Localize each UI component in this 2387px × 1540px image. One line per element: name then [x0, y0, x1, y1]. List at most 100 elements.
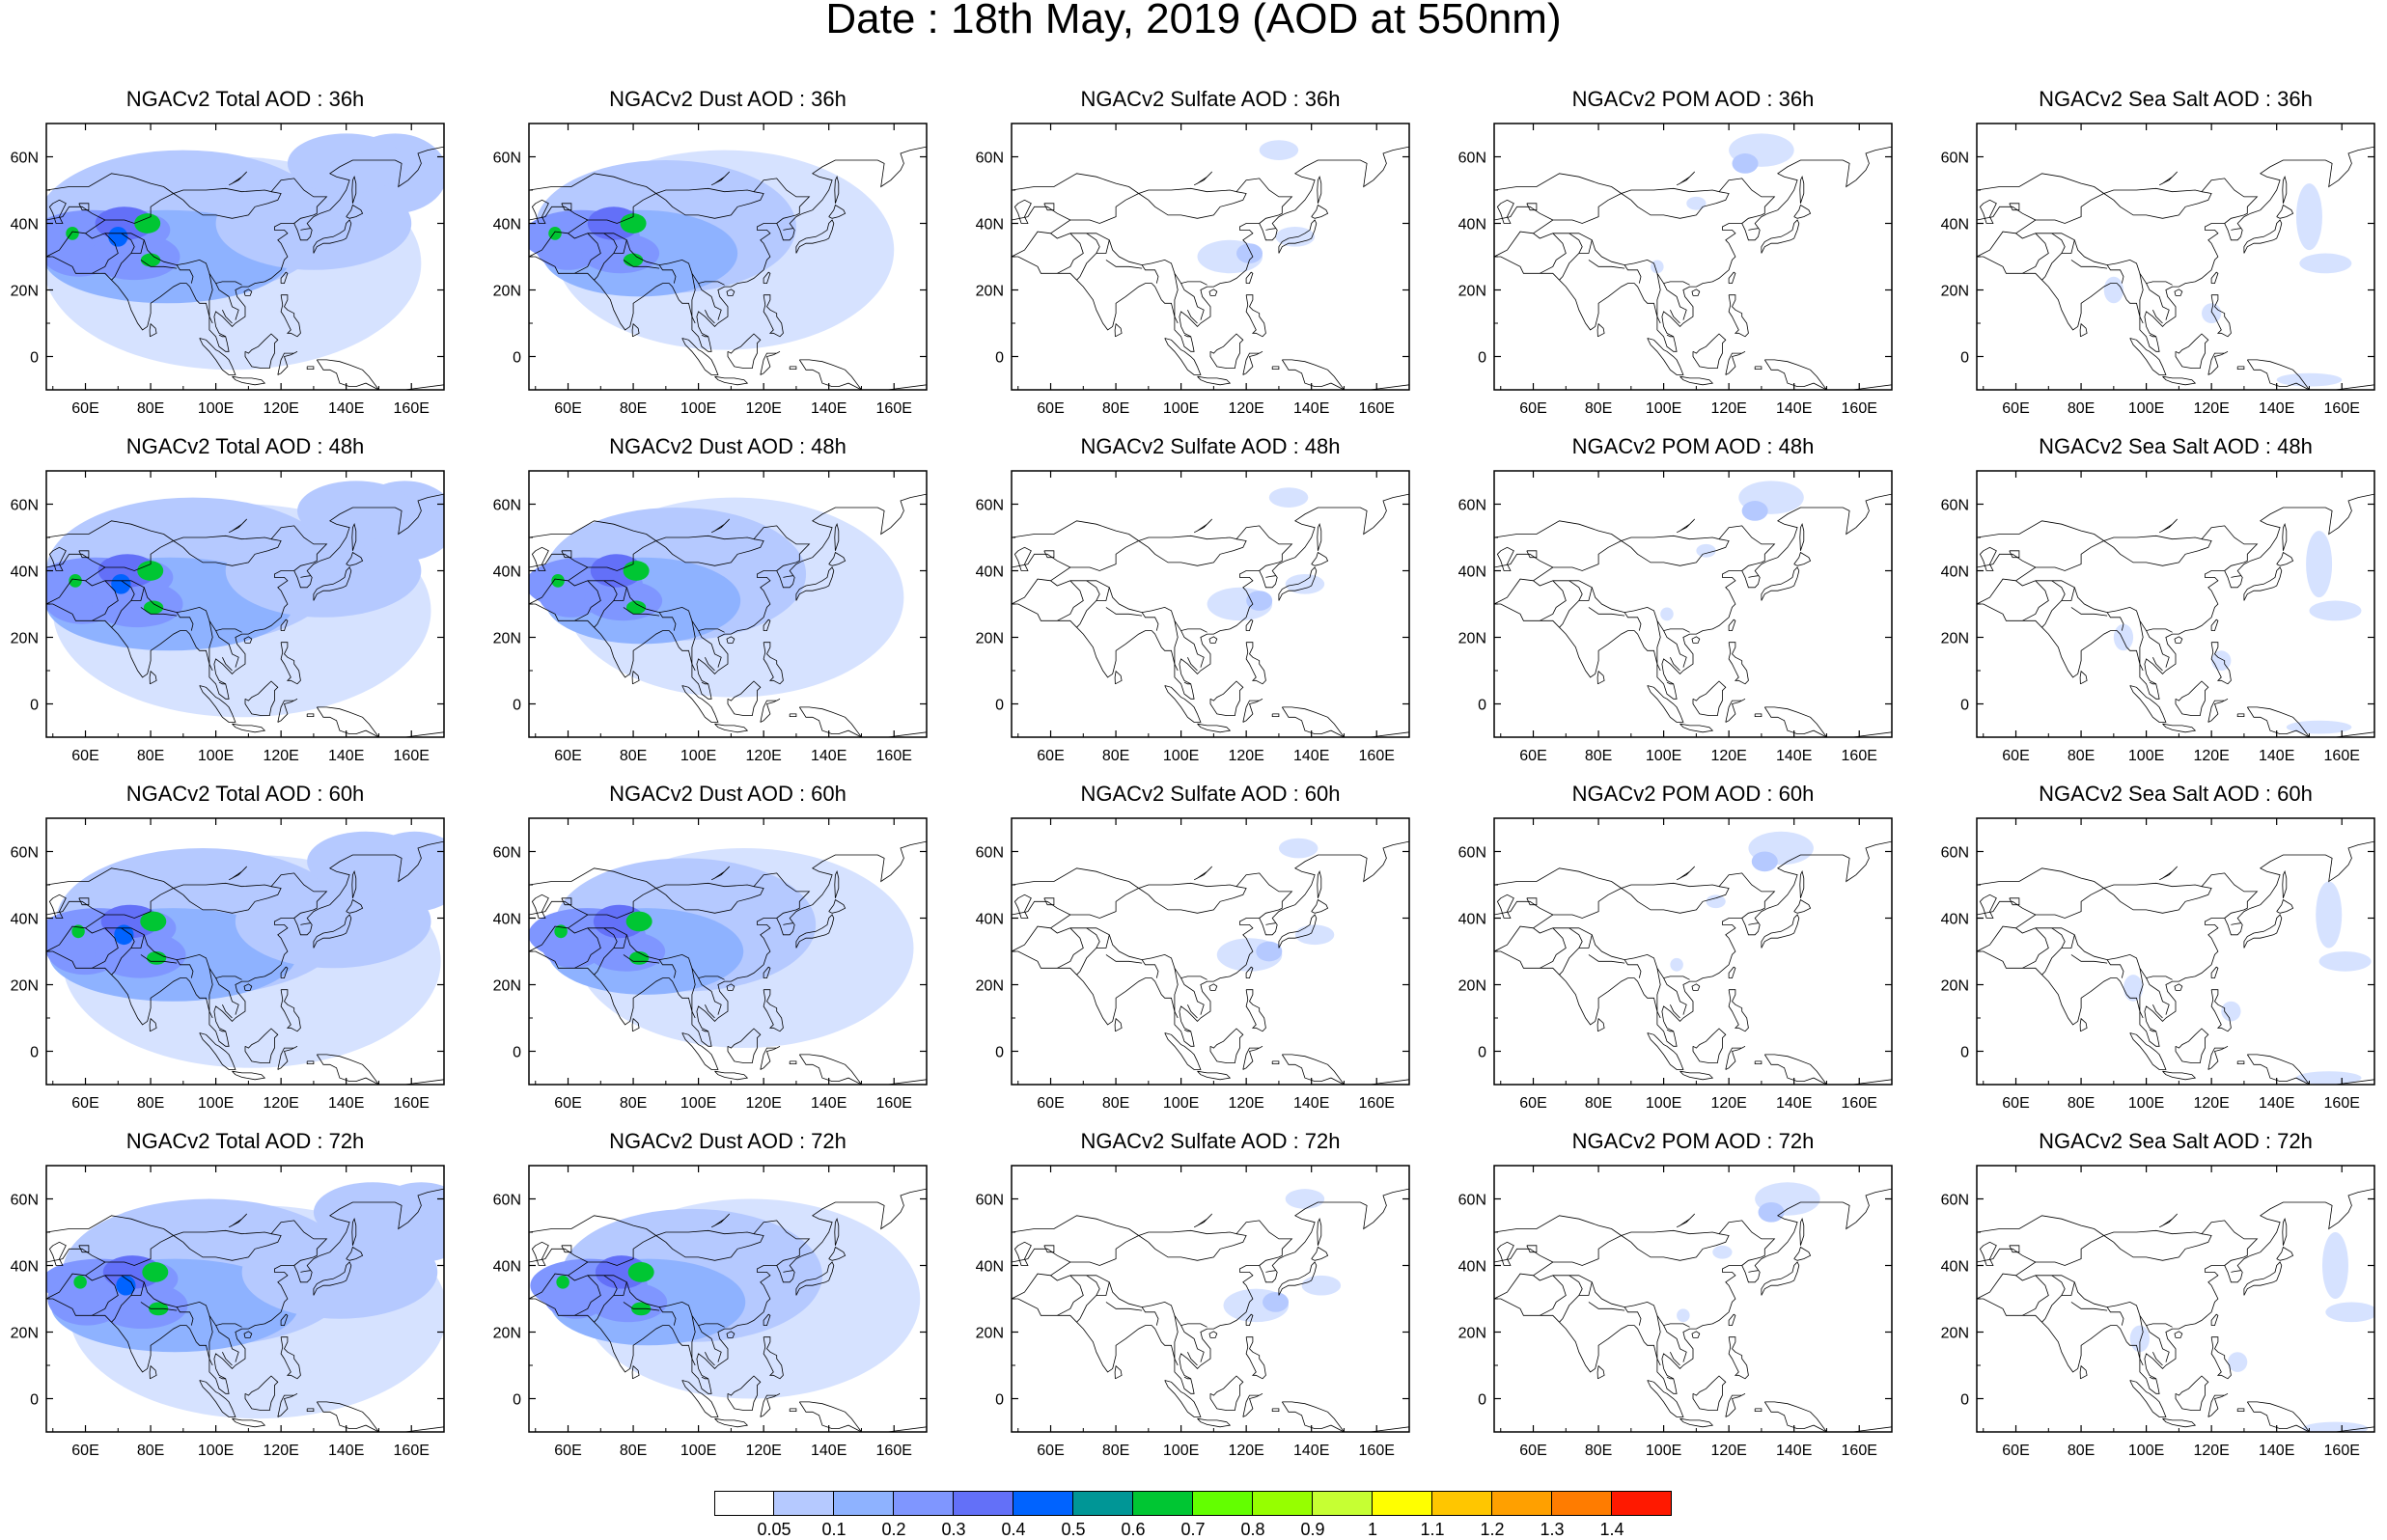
coastline [1763, 1401, 1827, 1432]
coastline [1728, 619, 1736, 632]
aod-map: 60E 80E 100E 120E 140E 160E 60N 40N 20N 0 [11, 470, 445, 764]
coastline [92, 233, 119, 274]
coastline [2129, 685, 2167, 723]
coastline [1096, 239, 1110, 254]
coastline [1977, 925, 2173, 980]
lon-tick-label: 140E [328, 1095, 364, 1112]
coastline [1588, 1302, 1625, 1311]
coastline [658, 612, 677, 631]
coastline [776, 1256, 796, 1266]
lat-tick-label: 60N [976, 151, 1004, 167]
aod-shading [2276, 372, 2343, 387]
lon-tick-label: 100E [2128, 1095, 2164, 1112]
coastline [714, 375, 749, 386]
coastline [2103, 191, 2212, 219]
aod-field [2129, 1232, 2374, 1432]
coastline [293, 1256, 314, 1266]
coastline [1164, 1380, 1202, 1417]
coastline [1012, 231, 1207, 286]
lon-tick-label: 100E [1646, 1443, 1681, 1459]
lon-tick-label: 100E [1163, 1095, 1199, 1112]
colorbar-box [894, 1491, 954, 1516]
aod-shading [625, 911, 652, 932]
lat-tick-label: 60N [1941, 151, 1969, 167]
coastline [726, 289, 736, 296]
coastline [130, 1281, 145, 1296]
coastline [1096, 587, 1110, 601]
coastline [2070, 607, 2108, 617]
coastline [85, 525, 328, 582]
coastline [1691, 636, 1701, 644]
coastline [46, 173, 174, 194]
coastline [2282, 176, 2288, 204]
colorbar-label: 0.1 [821, 1520, 847, 1539]
coastline [1494, 553, 1553, 568]
coastline [404, 1079, 444, 1085]
lon-tick-label: 160E [1842, 400, 1877, 417]
coastline [1578, 934, 1593, 949]
coastline [698, 283, 722, 320]
coastline [208, 968, 213, 1019]
coastline [1245, 1313, 1254, 1327]
coastline [1748, 1270, 1759, 1273]
coastline [2175, 680, 2209, 717]
coastline [1676, 866, 1695, 881]
lon-tick-label: 100E [1646, 748, 1681, 764]
lat-tick-label: 20N [11, 631, 39, 647]
coastline [199, 1380, 236, 1417]
aod-shading [2228, 1352, 2248, 1372]
coastline [2282, 870, 2288, 898]
lon-tick-label: 60E [2002, 400, 2029, 417]
coastline [1679, 1417, 1714, 1428]
coastline [763, 642, 784, 685]
coastline [1271, 366, 1280, 371]
coastline [1138, 886, 1247, 914]
coastline [280, 294, 301, 338]
aod-shading [1758, 1201, 1785, 1223]
coastline [1013, 199, 1032, 224]
lon-tick-label: 60E [1519, 748, 1546, 764]
coastline [1656, 968, 1661, 1019]
coastline [631, 322, 640, 338]
coastline [1670, 310, 1680, 324]
lat-tick-label: 20N [11, 284, 39, 300]
lon-tick-label: 160E [394, 748, 430, 764]
coastline [1663, 630, 1687, 668]
coastline [293, 562, 314, 571]
aod-field [2113, 531, 2362, 734]
coastline [1311, 1246, 1329, 1261]
lon-tick-label: 80E [137, 1443, 164, 1459]
coastlines [1977, 493, 2374, 737]
coastline [2224, 562, 2244, 571]
coastline [1043, 203, 1055, 211]
coastline [828, 204, 847, 219]
coastline [228, 171, 247, 186]
coastline [1245, 294, 1266, 338]
lon-tick-label: 60E [1037, 1095, 1064, 1112]
coastline [561, 203, 572, 211]
coastline [1245, 271, 1254, 285]
coastline [698, 977, 722, 1015]
coastline [316, 706, 379, 737]
coastline [228, 518, 247, 534]
lat-tick-label: 20N [493, 978, 521, 995]
coastline [783, 922, 793, 925]
colorbar-box [1432, 1491, 1492, 1516]
coastline [1725, 1392, 1746, 1417]
coastline [1012, 578, 1207, 633]
coastline [1138, 191, 1247, 219]
aod-shading [1301, 1275, 1342, 1296]
coastline [222, 310, 233, 324]
aod-shading [556, 1275, 569, 1289]
coastline [1281, 1401, 1345, 1432]
coastline [1180, 630, 1205, 668]
map-panel: NGACv2 Sea Salt AOD : 48h 60E 80E 100E 120E 1… [1930, 434, 2384, 772]
lon-tick-label: 120E [745, 748, 781, 764]
aod-shading [1246, 591, 1273, 611]
coastline [2106, 1306, 2124, 1326]
coastline [776, 909, 796, 919]
coastline [681, 1380, 719, 1417]
coastline [2162, 1070, 2197, 1081]
coastline [1180, 1325, 1205, 1362]
coastline [1208, 1331, 1218, 1338]
